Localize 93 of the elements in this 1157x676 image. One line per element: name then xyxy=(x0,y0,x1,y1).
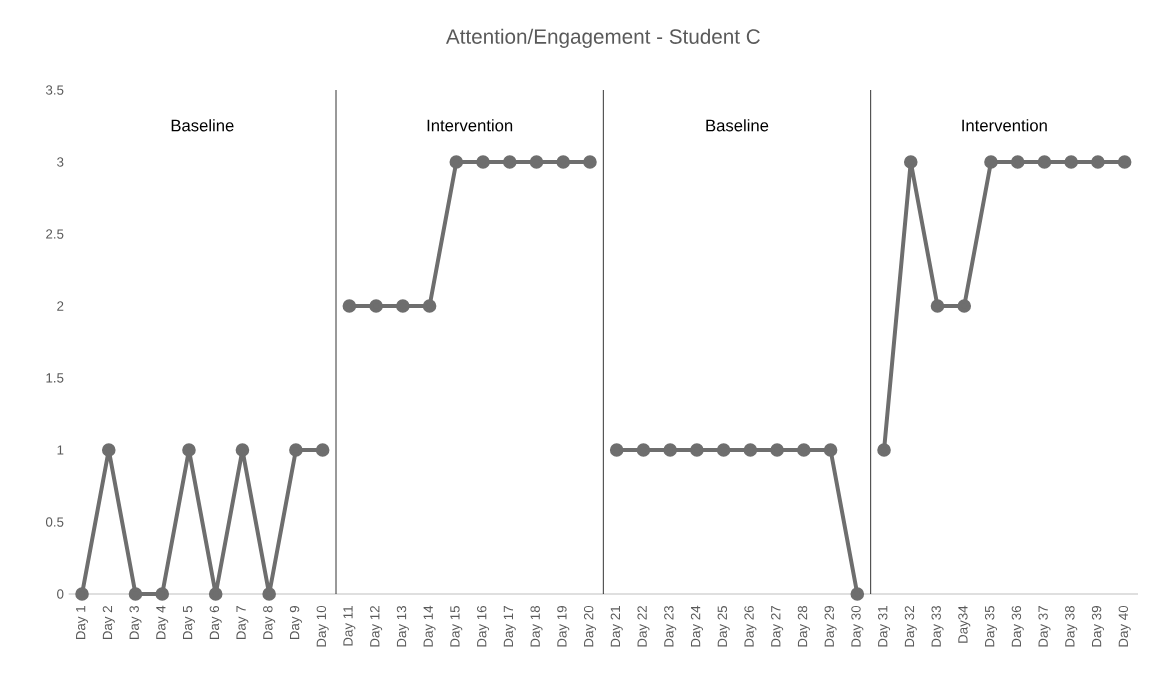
y-tick-label: 0 xyxy=(57,589,64,599)
x-tick-label: Day 20 xyxy=(583,605,596,647)
x-tick-label: Day 31 xyxy=(878,606,891,647)
x-tick-label: Day 38 xyxy=(1065,605,1078,647)
point xyxy=(663,443,677,457)
x-tick-label: Day 30 xyxy=(851,605,864,647)
x-tick-label: Day 6 xyxy=(209,605,222,640)
x-tick-label: Day 11 xyxy=(343,606,356,646)
point xyxy=(208,587,223,601)
point xyxy=(743,443,758,457)
point xyxy=(75,587,89,601)
x-tick-label: Day 27 xyxy=(771,606,784,647)
point xyxy=(823,443,838,457)
x-tick-label: Day 17 xyxy=(503,606,516,647)
point xyxy=(529,155,544,169)
point xyxy=(716,443,731,457)
x-tick-label: Day 7 xyxy=(236,606,249,640)
x-tick-label: Day 3 xyxy=(129,605,142,640)
x-tick-label: Day 39 xyxy=(1091,606,1104,647)
x-tick-label: Day 22 xyxy=(637,606,650,647)
point xyxy=(342,299,357,313)
point xyxy=(636,443,651,457)
x-tick-label: Day 23 xyxy=(664,605,677,647)
point xyxy=(583,155,597,169)
annotation: Baseline xyxy=(706,119,769,132)
y-tick-label: 2 xyxy=(57,301,64,311)
annotation: Intervention xyxy=(427,119,513,132)
point xyxy=(315,443,330,457)
point xyxy=(155,587,170,601)
point xyxy=(609,443,624,457)
x-tick-label: Day 40 xyxy=(1118,605,1131,647)
point xyxy=(101,443,116,457)
x-tick-label: Day 26 xyxy=(744,605,757,647)
x-tick-label: Day34 xyxy=(958,605,971,643)
point xyxy=(476,155,490,169)
x-tick-label: Day 15 xyxy=(450,605,463,647)
point xyxy=(1091,155,1105,169)
x-tick-label: Day 33 xyxy=(931,605,944,647)
point xyxy=(369,299,383,313)
point xyxy=(770,443,784,457)
point xyxy=(957,299,972,313)
x-tick-label: Day 24 xyxy=(690,605,703,647)
annotation: Baseline xyxy=(171,119,234,132)
x-tick-label: Day 37 xyxy=(1038,606,1051,647)
x-tick-label: Day 28 xyxy=(797,605,810,647)
x-tick-label: Day 4 xyxy=(156,605,169,640)
x-tick-label: Day 8 xyxy=(263,605,276,640)
x-tick-label: Day 36 xyxy=(1011,605,1024,647)
point xyxy=(556,155,571,169)
point xyxy=(422,299,437,313)
point xyxy=(1064,155,1078,169)
point xyxy=(289,443,303,457)
x-tick-label: Day 10 xyxy=(316,605,329,647)
point xyxy=(797,443,811,457)
point xyxy=(449,155,464,169)
point xyxy=(128,587,143,601)
y-tick-label: 2.5 xyxy=(46,229,64,239)
y-tick-label: 0.5 xyxy=(45,517,64,527)
x-tick-label: Day 1 xyxy=(76,606,88,640)
x-tick-label: Day 14 xyxy=(423,605,436,647)
x-tick-label: Day 25 xyxy=(717,605,730,647)
y-tick-label: 3.5 xyxy=(45,85,64,95)
y-tick-label: 1 xyxy=(57,445,64,455)
x-tick-label: Day 2 xyxy=(102,606,115,640)
x-tick-label: Day 5 xyxy=(182,605,195,640)
point xyxy=(877,443,891,457)
point xyxy=(1117,155,1132,169)
x-tick-label: Day 32 xyxy=(904,606,917,647)
chart-title: Attention/Engagement - Student C xyxy=(445,28,760,48)
x-tick-label: Day 35 xyxy=(984,605,997,647)
point xyxy=(182,443,196,457)
point xyxy=(903,155,918,169)
x-tick-label: Day 21 xyxy=(610,606,623,647)
x-tick-label: Day 16 xyxy=(477,605,490,647)
x-tick-label: Day 12 xyxy=(370,606,383,647)
annotation: Intervention xyxy=(962,119,1047,132)
y-tick-label: 1.5 xyxy=(46,373,64,383)
point xyxy=(984,155,998,169)
y-tick-label: 3 xyxy=(57,157,64,167)
point xyxy=(502,155,517,169)
point xyxy=(1010,155,1025,169)
point xyxy=(396,299,410,313)
point xyxy=(262,587,276,601)
point xyxy=(930,299,945,313)
x-tick-label: Day 29 xyxy=(824,606,837,647)
point xyxy=(690,443,704,457)
x-tick-label: Day 13 xyxy=(396,605,409,647)
point xyxy=(850,587,865,601)
point xyxy=(235,443,250,457)
x-tick-label: Day 18 xyxy=(530,605,543,647)
point xyxy=(1037,155,1052,169)
x-tick-label: Day 9 xyxy=(289,606,302,640)
x-tick-label: Day 19 xyxy=(557,606,570,647)
